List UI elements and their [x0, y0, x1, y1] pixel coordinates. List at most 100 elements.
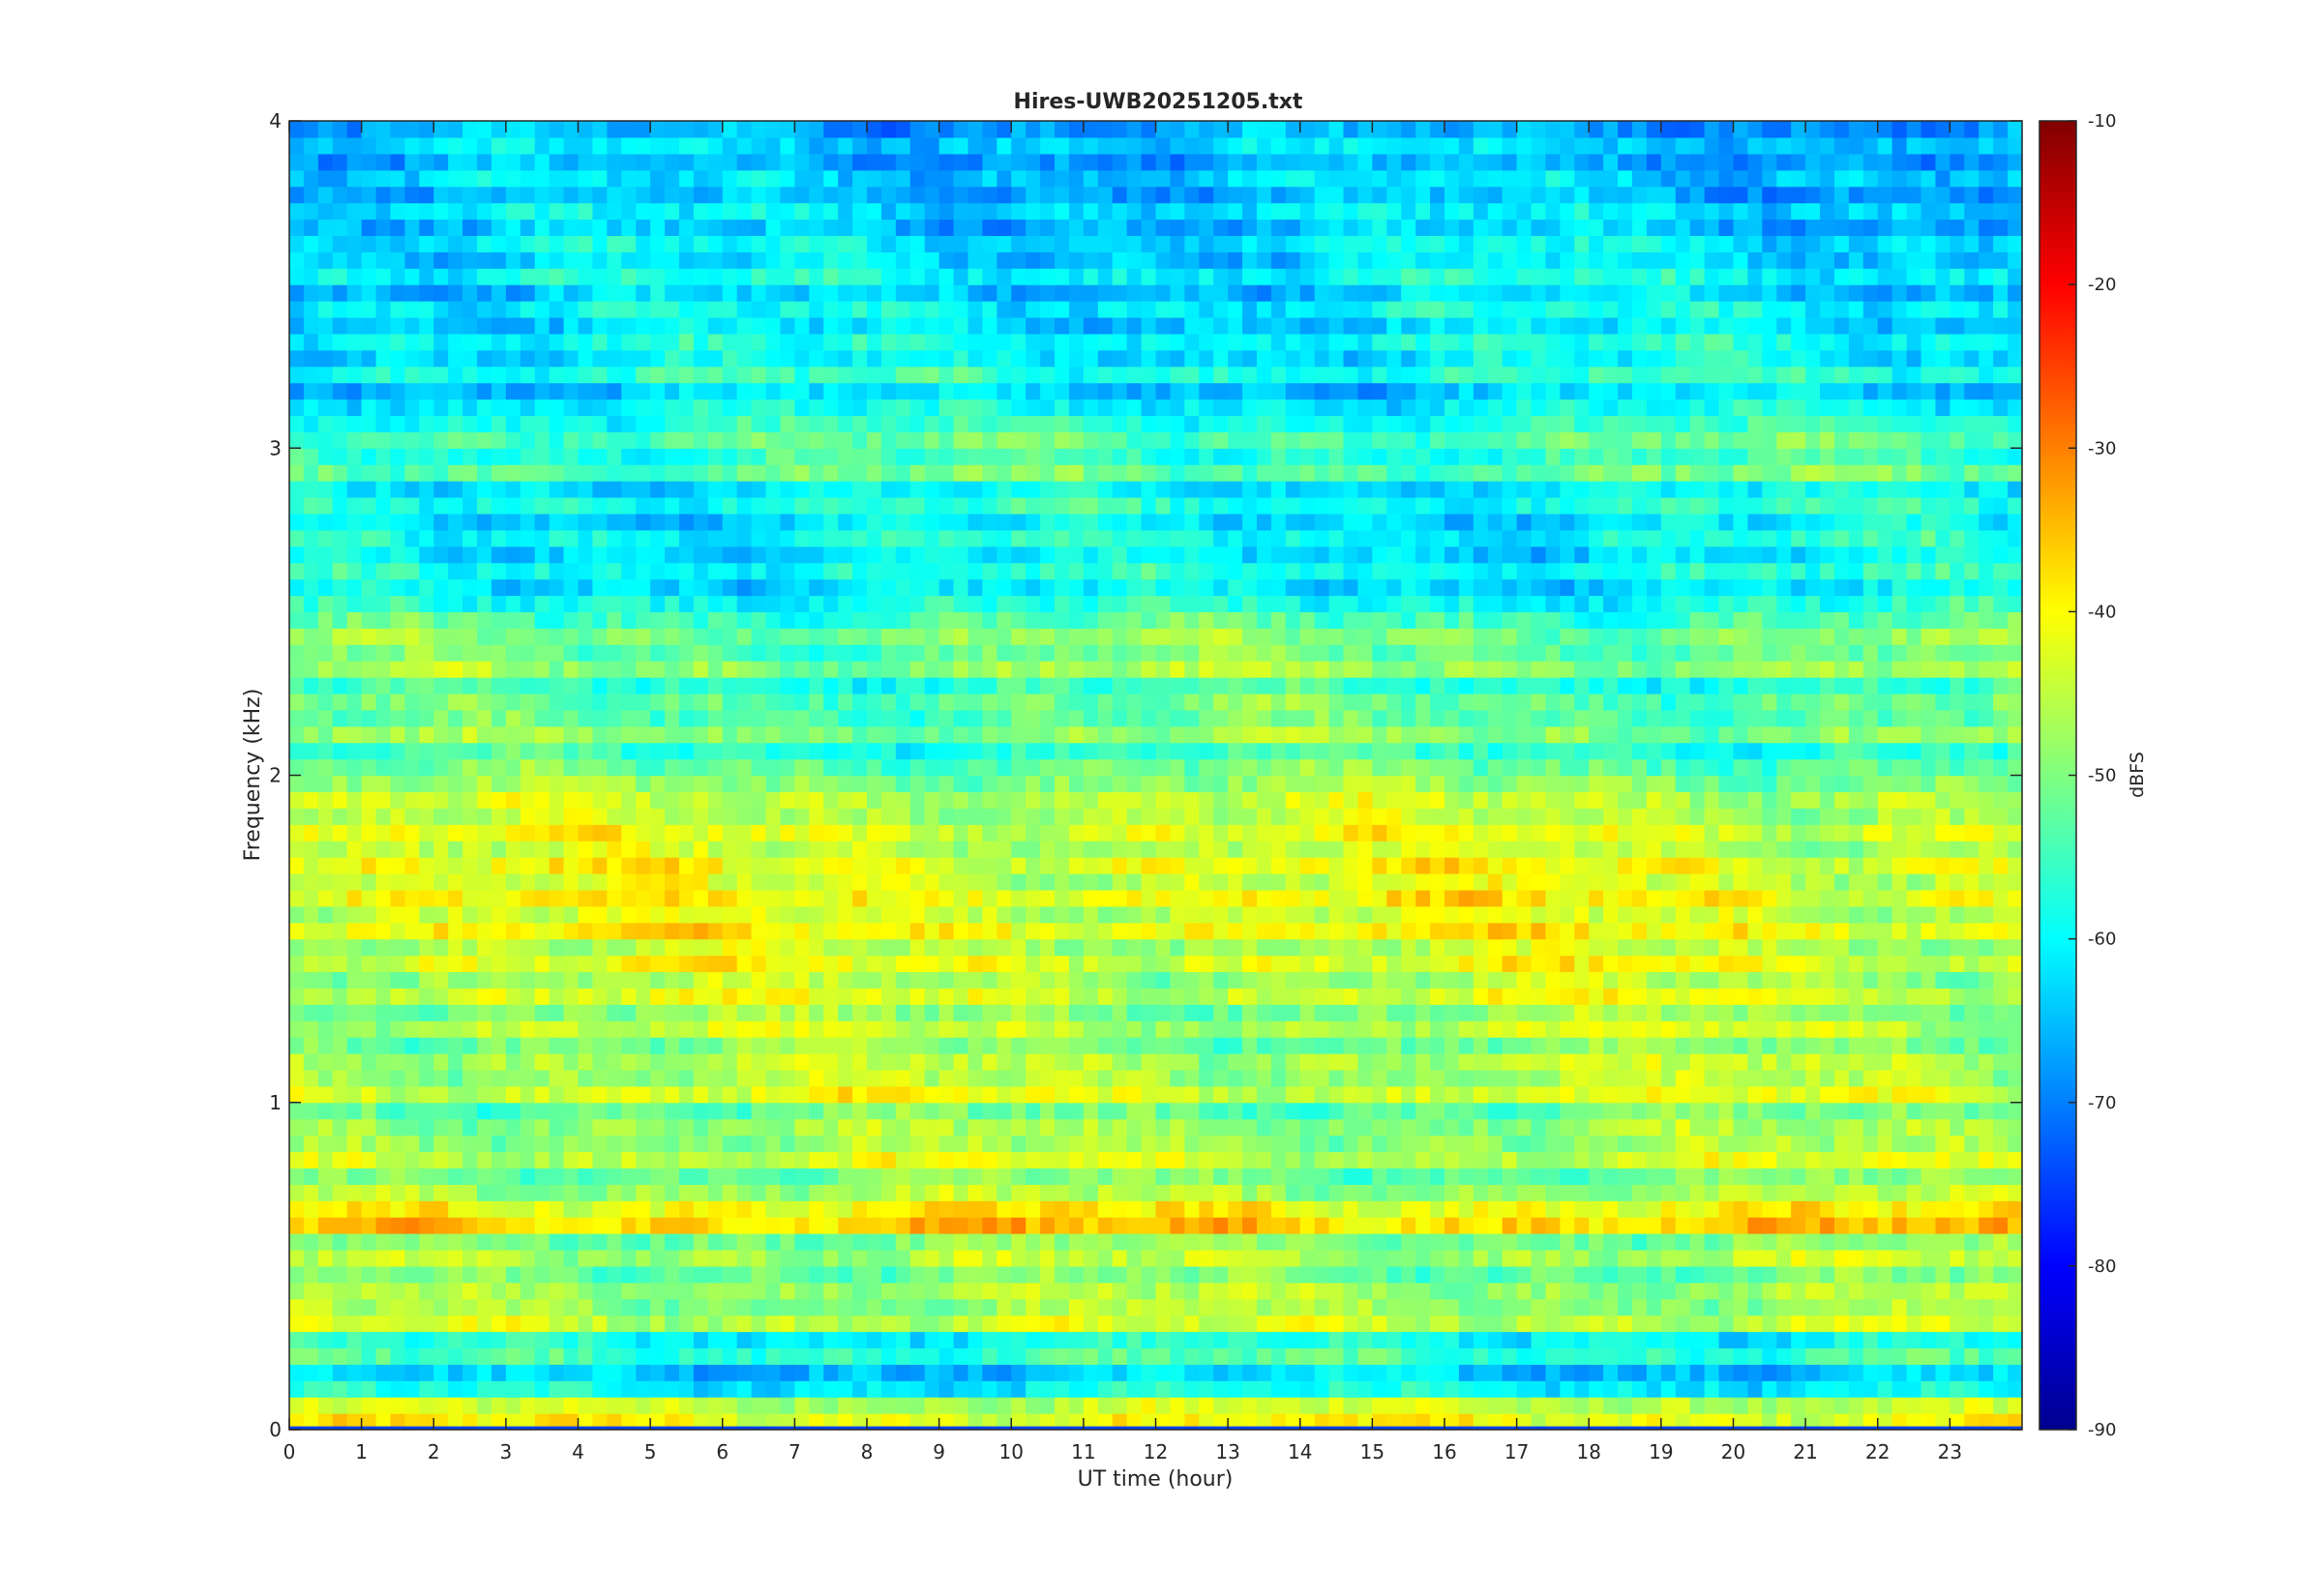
- heatmap-cell: [1270, 1053, 1287, 1071]
- heatmap-cell: [578, 1265, 594, 1284]
- heatmap-cell: [1068, 841, 1085, 858]
- heatmap-cell: [1646, 1364, 1662, 1381]
- heatmap-cell: [838, 988, 853, 1005]
- heatmap-cell: [1660, 922, 1677, 940]
- heatmap-cell: [765, 1069, 782, 1087]
- heatmap-cell: [997, 1233, 1012, 1251]
- heatmap-cell: [852, 1331, 868, 1349]
- heatmap-cell: [968, 1217, 983, 1234]
- heatmap-cell: [1574, 1347, 1590, 1365]
- heatmap-cell: [1155, 1364, 1172, 1381]
- heatmap-cell: [809, 872, 824, 891]
- heatmap-cell: [1776, 1282, 1792, 1300]
- heatmap-cell: [1299, 758, 1316, 777]
- heatmap-cell: [1776, 872, 1792, 891]
- heatmap-cell: [1704, 1347, 1720, 1365]
- heatmap-cell: [1068, 791, 1085, 809]
- heatmap-cell: [563, 1249, 580, 1267]
- heatmap-cell: [1589, 1331, 1604, 1349]
- heatmap-cell: [1270, 857, 1287, 874]
- heatmap-cell: [1199, 889, 1214, 907]
- heatmap-cell: [1516, 857, 1533, 874]
- heatmap-cell: [1430, 1184, 1445, 1201]
- heatmap-cell: [505, 889, 521, 907]
- heatmap-cell: [1675, 758, 1691, 777]
- heatmap-cell: [1747, 1020, 1763, 1038]
- heatmap-cell: [1805, 988, 1821, 1005]
- heatmap-cell: [1704, 1413, 1720, 1431]
- heatmap-cell: [1689, 791, 1706, 809]
- heatmap-cell: [1357, 1118, 1373, 1137]
- heatmap-cell: [1964, 1118, 1980, 1137]
- heatmap-cell: [1603, 1265, 1619, 1284]
- heatmap-cell: [607, 791, 622, 809]
- heatmap-cell: [621, 742, 637, 760]
- heatmap-cell: [968, 1233, 983, 1251]
- heatmap-cell: [665, 1380, 680, 1398]
- heatmap-cell: [361, 1413, 377, 1431]
- heatmap-cell: [1055, 938, 1070, 957]
- heatmap-cell: [1213, 872, 1229, 891]
- heatmap-cell: [1646, 1037, 1662, 1054]
- heatmap-cell: [621, 955, 637, 973]
- heatmap-cell: [607, 1037, 622, 1054]
- heatmap-cell: [1372, 988, 1387, 1005]
- heatmap-cell: [736, 1249, 753, 1267]
- heatmap-cell: [1242, 1331, 1258, 1349]
- heatmap-cell: [1083, 971, 1099, 989]
- heatmap-cell: [1228, 1364, 1243, 1381]
- heatmap-cell: [1228, 1413, 1243, 1431]
- heatmap-cell: [1747, 1331, 1763, 1349]
- heatmap-cell: [1502, 791, 1518, 809]
- heatmap-cell: [1083, 1020, 1099, 1038]
- heatmap-cell: [1328, 1102, 1345, 1120]
- heatmap-cell: [404, 1020, 420, 1038]
- heatmap-cell: [1372, 1397, 1387, 1414]
- heatmap-cell: [1791, 889, 1806, 907]
- heatmap-cell: [317, 775, 334, 793]
- heatmap-cell: [1155, 922, 1172, 940]
- heatmap-cell: [1199, 1347, 1214, 1365]
- heatmap-cell: [1545, 808, 1561, 825]
- heatmap-cell: [1718, 955, 1735, 973]
- heatmap-cell: [534, 1004, 551, 1021]
- heatmap-cell: [549, 1233, 565, 1251]
- heatmap-cell: [707, 1380, 724, 1398]
- heatmap-cell: [1862, 1265, 1879, 1284]
- heatmap-cell: [607, 1184, 622, 1201]
- heatmap-cell: [1083, 1102, 1099, 1120]
- heatmap-cell: [1718, 1331, 1735, 1349]
- heatmap-cell: [722, 1020, 738, 1038]
- heatmap-cell: [707, 791, 724, 809]
- heatmap-cell: [895, 758, 911, 777]
- heatmap-cell: [1689, 1069, 1706, 1087]
- heatmap-cell: [1170, 857, 1185, 874]
- heatmap-cell: [491, 1167, 507, 1185]
- heatmap-cell: [549, 988, 565, 1005]
- heatmap-cell: [1401, 791, 1416, 809]
- heatmap-cell: [1516, 872, 1533, 891]
- heatmap-cell: [1516, 1331, 1533, 1349]
- heatmap-cell: [607, 1282, 622, 1300]
- heatmap-cell: [361, 1298, 377, 1316]
- heatmap-cell: [404, 938, 420, 957]
- heatmap-cell: [794, 841, 810, 858]
- heatmap-cell: [1444, 1249, 1460, 1267]
- heatmap-cell: [1618, 857, 1633, 874]
- heatmap-cell: [1343, 1102, 1359, 1120]
- heatmap-cell: [1545, 857, 1561, 874]
- heatmap-cell: [505, 841, 521, 858]
- heatmap-cell: [953, 841, 969, 858]
- heatmap-cell: [1314, 1347, 1330, 1365]
- heatmap-cell: [650, 1118, 666, 1137]
- heatmap-cell: [1184, 938, 1200, 957]
- heatmap-cell: [2008, 1347, 2023, 1365]
- heatmap-cell: [1112, 758, 1128, 777]
- heatmap-cell: [1516, 905, 1533, 924]
- heatmap-cell: [707, 1397, 724, 1414]
- heatmap-cell: [1589, 1298, 1604, 1316]
- heatmap-cell: [1343, 922, 1359, 940]
- heatmap-cell: [794, 758, 810, 777]
- heatmap-cell: [289, 1085, 305, 1104]
- heatmap-cell: [1343, 1004, 1359, 1021]
